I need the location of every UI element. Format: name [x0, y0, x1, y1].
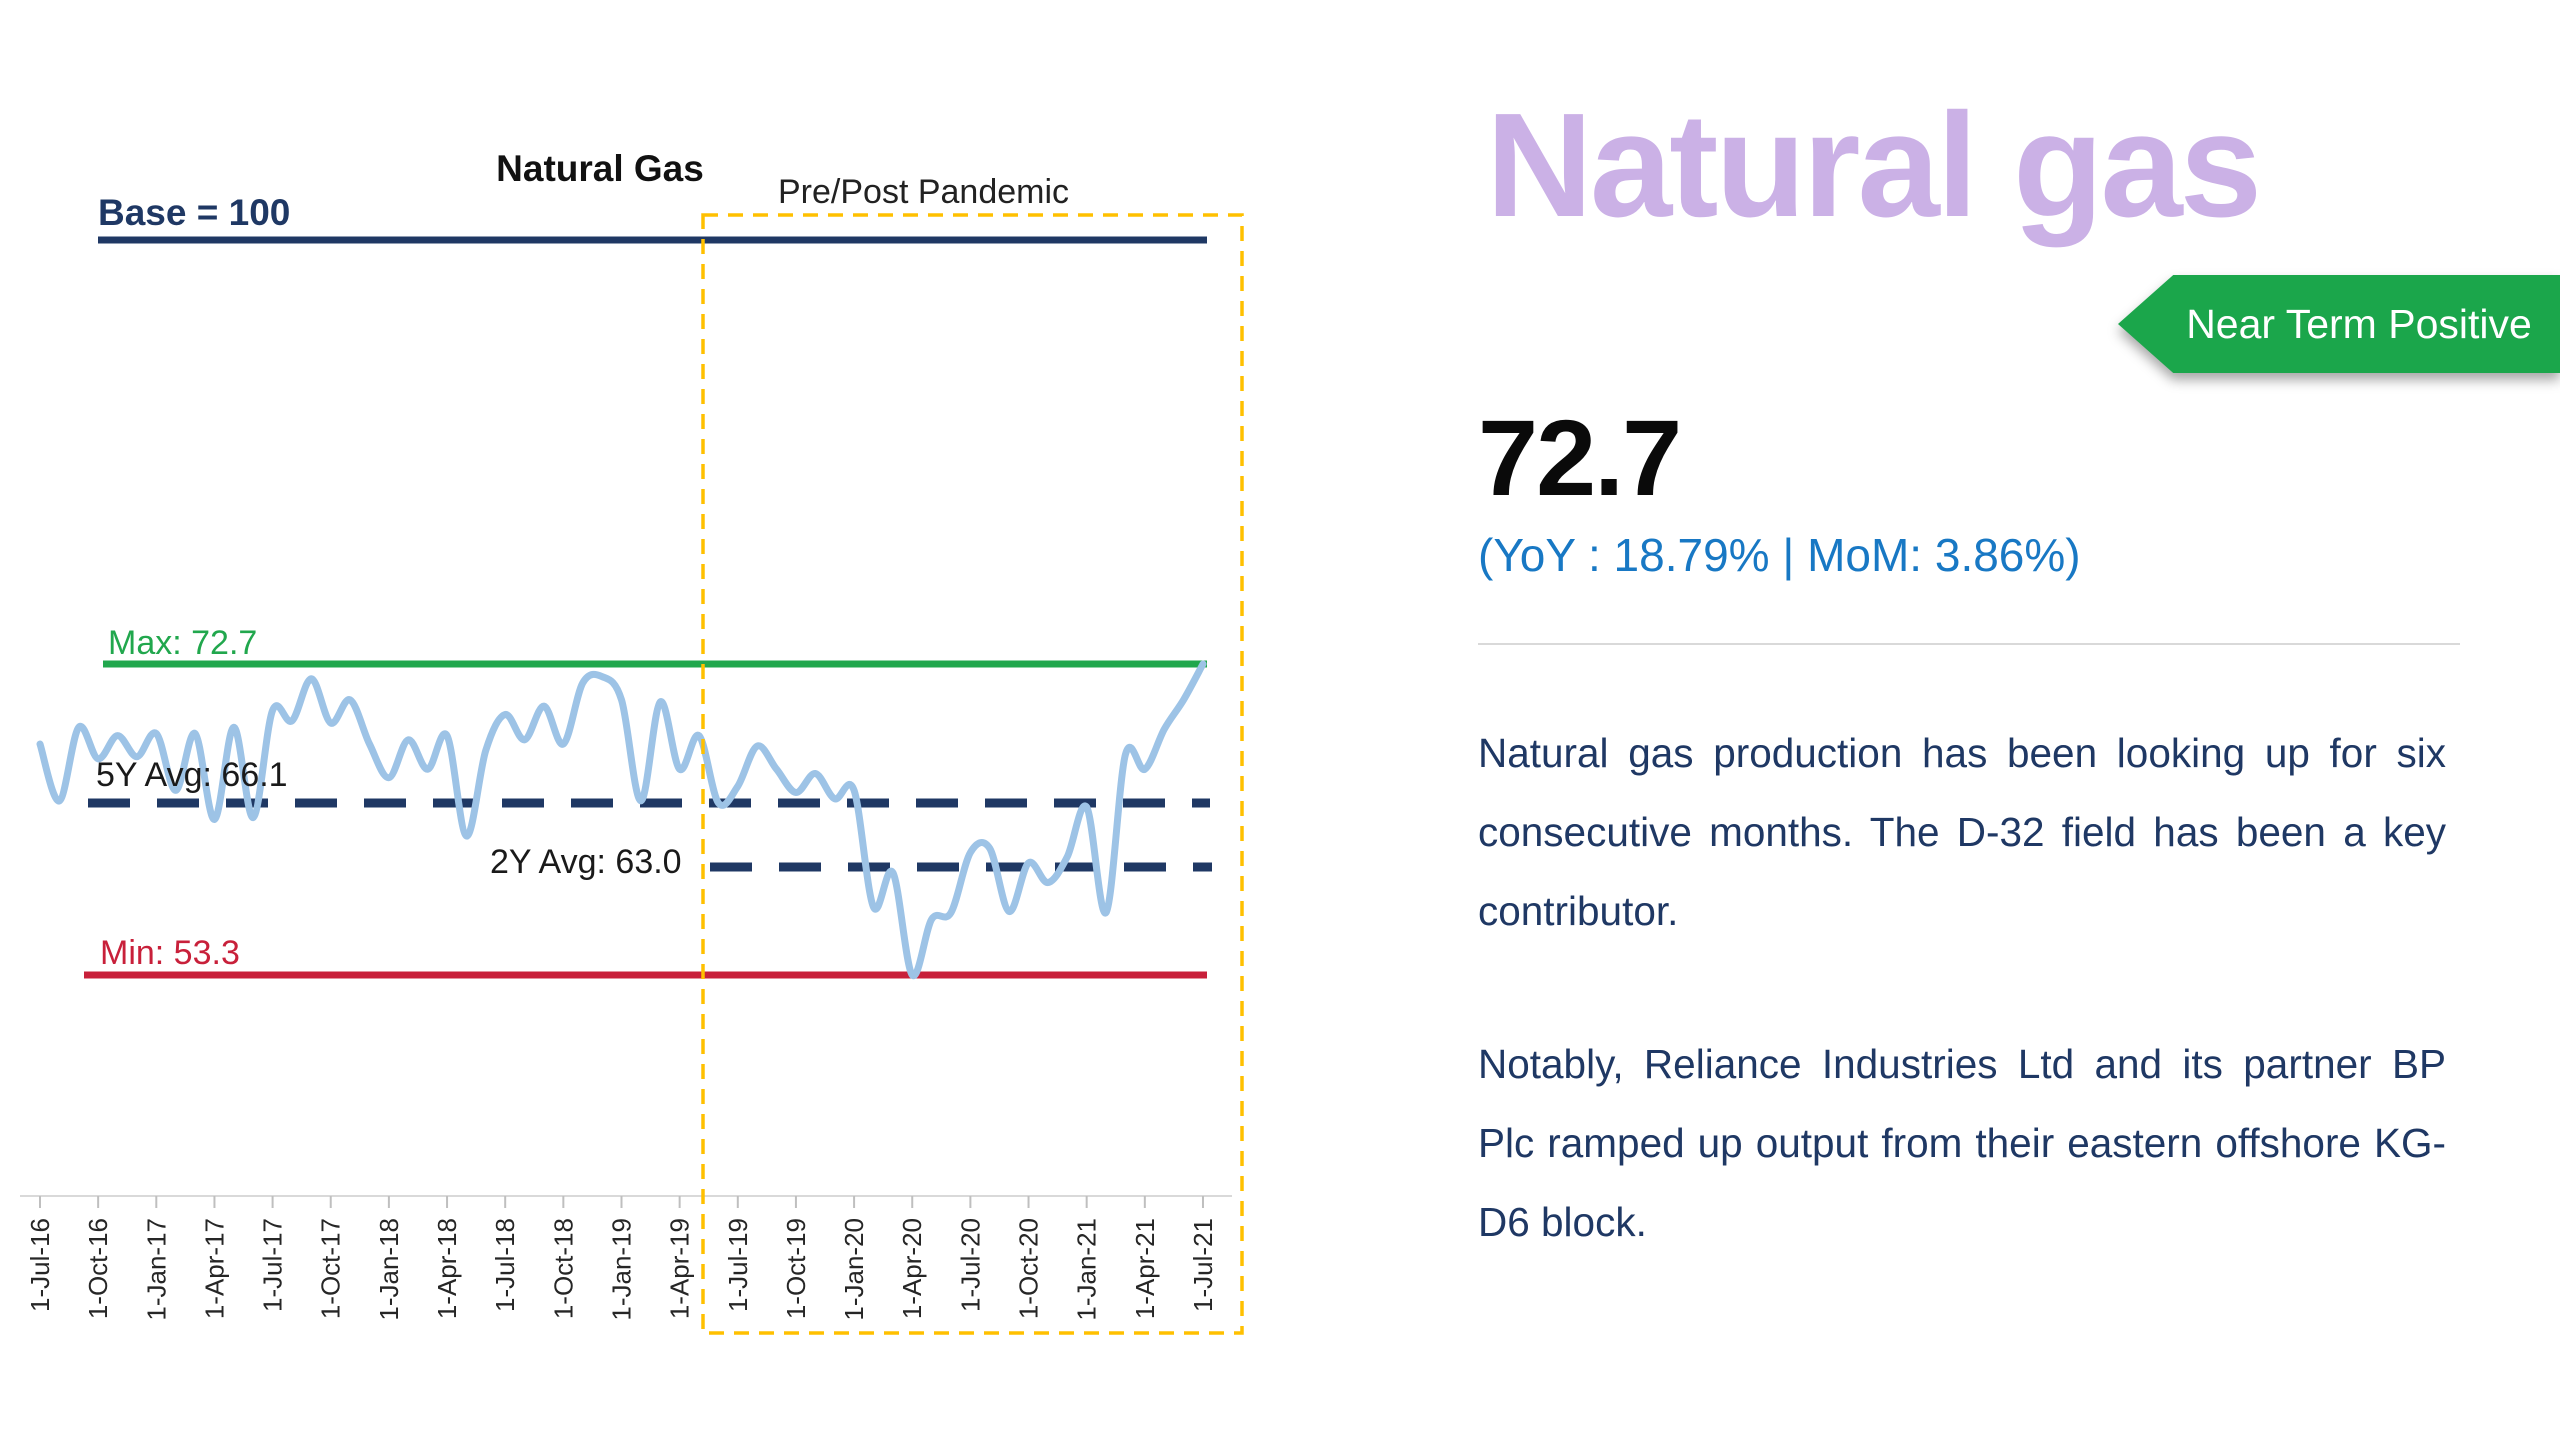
outlook-ribbon: Near Term Positive [2118, 275, 2560, 373]
production-index-series-line [36, 660, 1207, 979]
x-axis-label: 1-Jul-16 [25, 1218, 55, 1312]
commentary-paragraph-1: Natural gas production has been looking … [1478, 729, 2446, 934]
x-axis-label: 1-Oct-17 [316, 1218, 346, 1319]
x-axis-label: 1-Jan-20 [839, 1218, 869, 1321]
x-axis-label: 1-Apr-19 [665, 1218, 695, 1319]
max-line-label: Max: 72.7 [108, 624, 258, 662]
chart-canvas: 1-Jul-16 1-Oct-16 1-Jan-17 1-Apr-17 1-Jul-17… [20, 213, 1244, 1335]
pandemic-region-label: Pre/Post Pandemic [778, 173, 1070, 211]
x-axis-label: 1-Jul-17 [258, 1218, 288, 1312]
chart-title: Natural Gas [496, 148, 704, 189]
x-axis-label: 1-Oct-20 [1014, 1218, 1044, 1319]
x-axis-label: 1-Oct-16 [83, 1218, 113, 1319]
x-axis-label: 1-Apr-20 [897, 1218, 927, 1319]
x-axis-label: 1-Jan-18 [374, 1218, 404, 1321]
x-axis-label: 1-Jul-19 [723, 1218, 753, 1312]
x-axis-label: 1-Jul-18 [490, 1218, 520, 1312]
x-axis-label: 1-Jan-21 [1072, 1218, 1102, 1321]
x-axis-label: 1-Oct-19 [781, 1218, 811, 1319]
x-axis-label: 1-Jul-20 [955, 1218, 985, 1312]
ribbon-arrow-shape: Near Term Positive [2118, 275, 2560, 373]
yoy-mom-stats: (YoY : 18.79% | MoM: 3.86%) [1478, 529, 2081, 581]
avg-2y-line-label: 2Y Avg: 63.0 [490, 843, 682, 881]
commentary-paragraph-2: Notably, Reliance Industries Ltd and its… [1478, 1040, 2446, 1245]
x-axis-label: 1-Apr-18 [432, 1218, 462, 1319]
x-axis-label: 1-Apr-21 [1130, 1218, 1160, 1319]
pandemic-highlight-box [701, 213, 1244, 1335]
base-line-label: Base = 100 [98, 192, 291, 233]
latest-index-value: 72.7 [1478, 397, 1682, 518]
min-line-label: Min: 53.3 [100, 934, 240, 972]
outlook-badge-text: Near Term Positive [2186, 300, 2532, 347]
page-title: Natural gas [1486, 83, 2262, 249]
divider-line [1478, 643, 2460, 645]
x-axis-label: 1-Jan-17 [141, 1218, 171, 1321]
natural-gas-chart: 1-Jul-16 1-Oct-16 1-Jan-17 1-Apr-17 1-Jul-17… [20, 148, 1244, 1335]
x-axis-label: 1-Jan-19 [606, 1218, 636, 1321]
x-axis-label: 1-Apr-17 [199, 1218, 229, 1319]
summary-panel: Natural gas Near Term Positive 72.7 (YoY… [1478, 0, 2560, 1440]
avg-5y-line-label: 5Y Avg: 66.1 [96, 756, 288, 794]
x-axis-label: 1-Jul-21 [1188, 1218, 1218, 1312]
x-axis-label: 1-Oct-18 [548, 1218, 578, 1319]
